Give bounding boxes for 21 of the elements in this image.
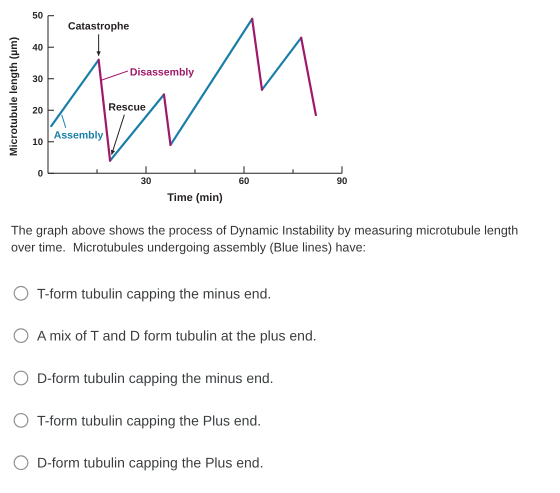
legend-label: Disassembly: [130, 66, 194, 78]
y-axis-title: Microtubule length (µm): [8, 36, 20, 156]
y-tick-label: 0: [38, 168, 43, 180]
text: D-form tubulin capping the Plus end.: [37, 454, 264, 471]
annotation: Catastrophe: [68, 20, 130, 32]
annotation: Rescue: [108, 101, 146, 114]
x-tick-label: 30: [140, 176, 152, 188]
text: D-form tubulin capping the minus end.: [37, 370, 274, 386]
y-tick-label: 30: [32, 74, 43, 85]
y-tick-label: 10: [32, 136, 43, 148]
text: A mix of T and D form tubulin at the plus end.: [37, 328, 317, 344]
text: T-form tubulin capping the Plus end.: [37, 412, 262, 428]
y-tick-label: 40: [32, 42, 43, 54]
y-tick-label: 20: [32, 105, 43, 116]
text: T-form tubulin capping the minus end.: [37, 285, 272, 302]
series-label: Assembly: [54, 129, 104, 142]
x-axis-title: Time (min): [167, 192, 224, 204]
y-tick-label: 50: [32, 10, 43, 22]
x-tick-label: 60: [238, 176, 250, 188]
x-tick-label: 90: [336, 176, 348, 188]
text: The graph above shows the process of Dynamic Instability by measuring microtubule length over time. Microtubules undergoing assembly (Blue lines) have:: [11, 224, 518, 254]
